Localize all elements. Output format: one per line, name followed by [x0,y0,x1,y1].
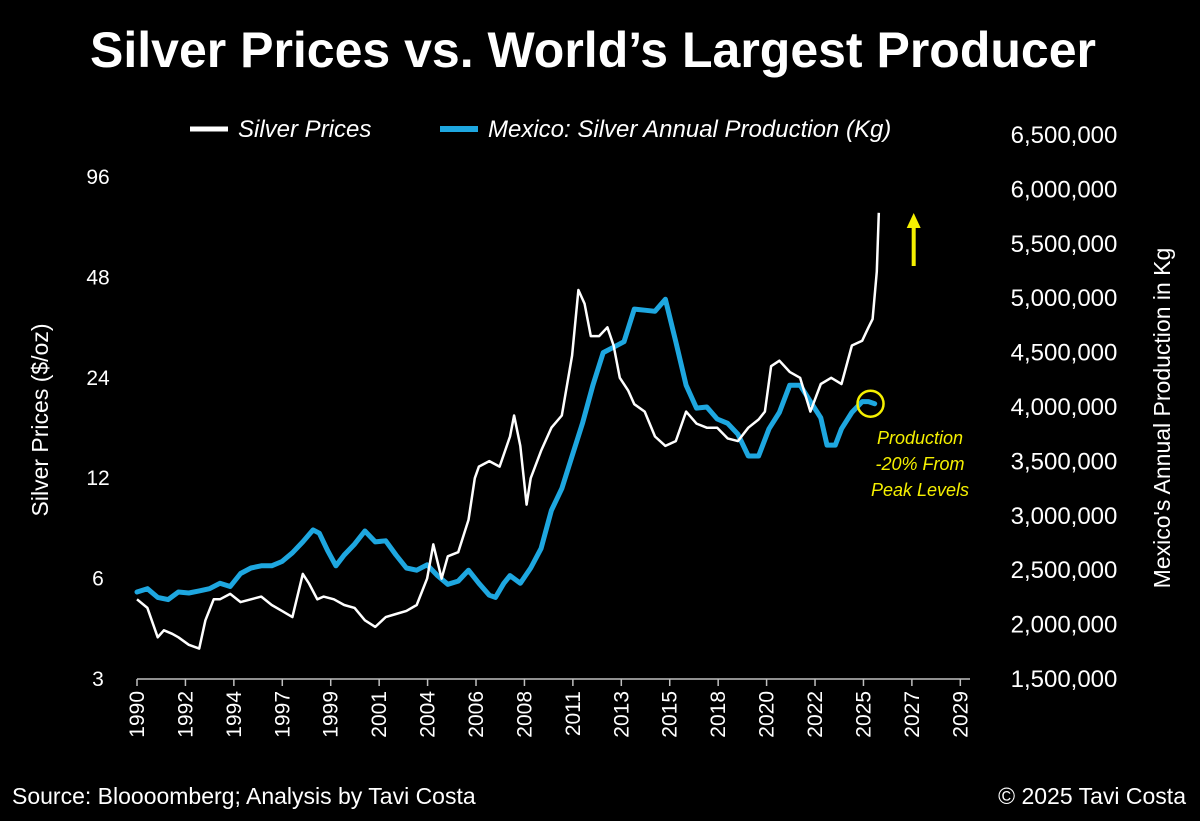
copyright-note: © 2025 Tavi Costa [998,783,1186,809]
annotation-line-2: -20% From [875,454,964,474]
x-axis: 1990 1992 1994 1997 1999 2001 2004 2006 2008 2011… [126,678,972,738]
y-left-tick-label: 3 [92,668,104,691]
x-tick-label: 1999 [320,691,343,738]
legend: Silver Prices Mexico: Silver Annual Prod… [190,116,891,143]
y-axis-left-label: Silver Prices ($/oz) [27,324,53,517]
annotation-line-1: Production [877,428,963,448]
x-tick-label: 2018 [707,691,730,738]
y-right-tick-label: 5,000,000 [1011,285,1118,312]
x-tick-label: 1990 [126,691,149,738]
x-tick-label: 2001 [368,691,391,738]
annotation-line-3: Peak Levels [871,480,969,500]
source-note: Source: Bloooomberg; Analysis by Tavi Co… [12,783,476,809]
x-tick-label: 2022 [804,691,827,738]
y-right-tick-label: 4,000,000 [1011,394,1118,421]
legend-label-production: Mexico: Silver Annual Production (Kg) [488,116,891,143]
x-tick-label: 2020 [756,691,779,738]
x-tick-label: 1992 [174,691,197,738]
series-line-production [134,296,878,603]
annotation-circle [856,389,885,418]
x-tick-label: 2025 [852,691,875,738]
y-right-tick-label: 2,500,000 [1011,557,1118,584]
x-tick-label: 1997 [271,691,294,738]
y-axis-right-label: Mexico's Annual Production in Kg [1149,248,1175,589]
annotations: Production -20% From Peak Levels [856,213,969,500]
x-tick-label: 2013 [610,691,633,738]
x-tick-label: 1994 [223,691,246,738]
x-tick-label: 2027 [901,691,924,738]
y-right-tick-label: 6,000,000 [1011,176,1118,203]
x-tick-label: 2006 [465,691,488,738]
y-left-tick-label: 24 [86,367,110,390]
x-tick-label: 2004 [417,691,440,738]
chart-title: Silver Prices vs. World’s Largest Produc… [90,22,1096,78]
x-tick-label: 2029 [949,691,972,738]
annotation-up-arrow-icon [906,213,921,266]
series-line-silver [136,212,881,650]
y-right-tick-label: 3,000,000 [1011,503,1118,530]
y-left-tick-label: 6 [92,568,104,591]
y-axis-right-ticks: 6,500,000 6,000,000 5,500,000 5,000,000 4,50… [1011,122,1118,693]
y-axis-left-ticks: 96 48 24 12 6 3 [86,166,110,691]
y-right-tick-label: 5,500,000 [1011,231,1118,258]
y-right-tick-label: 6,500,000 [1011,122,1118,149]
y-left-tick-label: 96 [86,166,109,189]
y-right-tick-label: 1,500,000 [1011,666,1118,693]
y-left-tick-label: 12 [86,467,109,490]
y-right-tick-label: 3,500,000 [1011,448,1118,475]
y-left-tick-label: 48 [86,266,109,289]
legend-label-silver: Silver Prices [238,116,371,143]
x-tick-label: 2011 [562,691,585,736]
x-tick-label: 2008 [513,691,536,738]
y-right-tick-label: 2,000,000 [1011,612,1118,639]
x-tick-label: 2015 [659,691,682,738]
y-right-tick-label: 4,500,000 [1011,340,1118,367]
